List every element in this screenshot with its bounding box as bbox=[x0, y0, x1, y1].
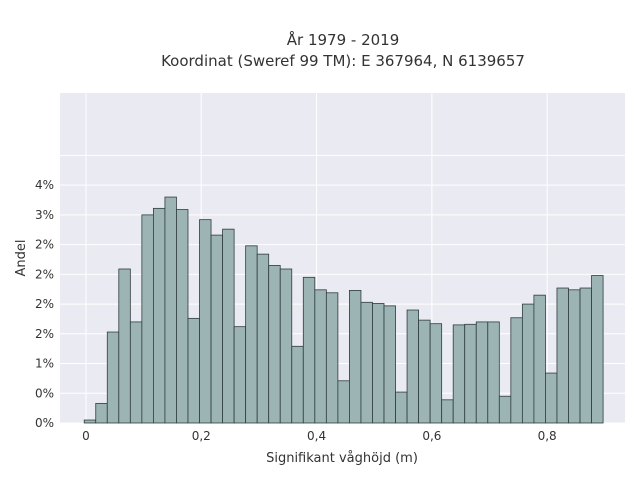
y-tick-label: 1% bbox=[35, 357, 54, 371]
histogram-bar bbox=[498, 395, 512, 424]
y-tick-label: 2% bbox=[35, 327, 54, 341]
histogram-bar bbox=[176, 209, 189, 424]
histogram-bar bbox=[256, 253, 270, 424]
y-tick-label: 2% bbox=[35, 267, 54, 281]
histogram-bars bbox=[83, 196, 604, 424]
histogram-bar bbox=[441, 399, 454, 424]
histogram-bar bbox=[383, 305, 396, 424]
histogram-bar bbox=[349, 290, 362, 424]
y-tick-label: 0% bbox=[35, 386, 54, 400]
histogram-bar bbox=[487, 321, 500, 424]
y-axis-label: Andel bbox=[14, 240, 29, 277]
histogram-bar bbox=[152, 207, 166, 424]
histogram-bar bbox=[268, 265, 281, 424]
chart-title-line-1: År 1979 - 2019 bbox=[287, 30, 400, 49]
histogram-bar bbox=[556, 287, 569, 424]
histogram-bar bbox=[314, 289, 327, 424]
histogram-bar bbox=[118, 268, 131, 424]
histogram-bar bbox=[510, 317, 523, 424]
y-tick-label: 3% bbox=[35, 208, 54, 222]
histogram-bar bbox=[464, 323, 477, 424]
x-tick-label: 0,8 bbox=[538, 429, 557, 443]
histogram-bar bbox=[106, 331, 120, 424]
histogram-bar bbox=[164, 196, 177, 424]
histogram-bar bbox=[279, 268, 293, 424]
histogram-bar bbox=[199, 219, 212, 424]
histogram-bar bbox=[591, 275, 604, 424]
x-tick-label: 0,4 bbox=[307, 429, 326, 443]
histogram-bar bbox=[360, 301, 373, 424]
histogram-bar bbox=[222, 228, 235, 424]
histogram-bar bbox=[83, 419, 97, 424]
histogram-bar bbox=[129, 321, 143, 424]
histogram-bar bbox=[210, 234, 223, 424]
histogram-bar bbox=[395, 391, 408, 424]
histogram-bar bbox=[521, 303, 535, 424]
x-axis-ticks: 0 0,2 0,4 0,6 0,8 bbox=[82, 429, 557, 443]
x-tick-label: 0 bbox=[82, 429, 90, 443]
histogram-bar bbox=[579, 287, 592, 424]
y-tick-label: 2% bbox=[35, 297, 54, 311]
chart-title-line-2: Koordinat (Sweref 99 TM): E 367964, N 61… bbox=[161, 52, 525, 70]
x-tick-label: 0,6 bbox=[422, 429, 441, 443]
histogram-bar bbox=[95, 402, 108, 424]
histogram-bar bbox=[475, 321, 489, 424]
histogram-bar bbox=[452, 324, 466, 424]
y-tick-label: 0% bbox=[35, 416, 54, 430]
x-axis-label: Signifikant våghöjd (m) bbox=[266, 451, 418, 466]
histogram-bar bbox=[568, 289, 581, 424]
histogram-bar bbox=[337, 380, 350, 424]
histogram-bar bbox=[302, 276, 316, 424]
histogram-bar bbox=[418, 319, 431, 424]
histogram-bar bbox=[187, 317, 200, 424]
histogram-bar bbox=[406, 309, 420, 424]
histogram-bar bbox=[245, 245, 258, 424]
histogram-bar bbox=[533, 294, 546, 424]
histogram-bar bbox=[429, 323, 443, 424]
y-axis-ticks: 0% 0% 1% 2% 2% 2% 2% 3% 4% bbox=[35, 178, 54, 430]
histogram-bar bbox=[325, 292, 339, 424]
histogram-bar bbox=[291, 345, 304, 424]
histogram-bar bbox=[545, 372, 558, 424]
histogram-bar bbox=[141, 214, 154, 424]
histogram-bar bbox=[233, 326, 247, 424]
x-tick-label: 0,2 bbox=[192, 429, 211, 443]
y-tick-label: 2% bbox=[35, 238, 54, 252]
y-tick-label: 4% bbox=[35, 178, 54, 192]
histogram-bar bbox=[372, 303, 385, 424]
